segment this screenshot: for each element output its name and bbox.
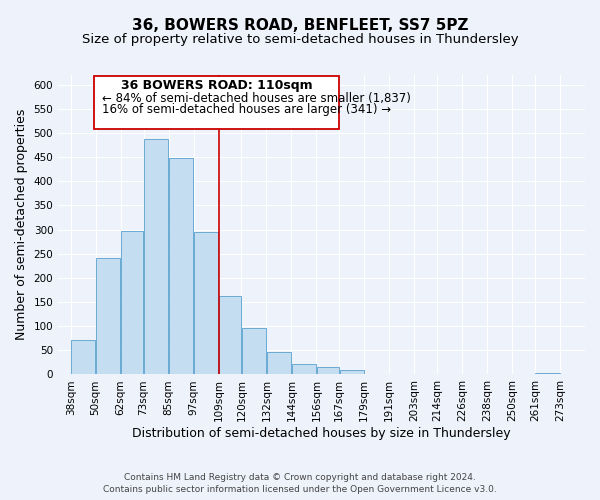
- Bar: [169, 158, 193, 374]
- Y-axis label: Number of semi-detached properties: Number of semi-detached properties: [15, 109, 28, 340]
- Bar: [194, 232, 218, 374]
- Text: Contains public sector information licensed under the Open Government Licence v3: Contains public sector information licen…: [103, 486, 497, 494]
- Bar: [340, 370, 364, 374]
- Text: Contains HM Land Registry data © Crown copyright and database right 2024.: Contains HM Land Registry data © Crown c…: [124, 473, 476, 482]
- Bar: [267, 352, 291, 374]
- Bar: [94, 76, 339, 129]
- Bar: [71, 340, 95, 374]
- Text: 36, BOWERS ROAD, BENFLEET, SS7 5PZ: 36, BOWERS ROAD, BENFLEET, SS7 5PZ: [132, 18, 468, 32]
- Bar: [242, 328, 266, 374]
- Bar: [317, 366, 339, 374]
- Bar: [144, 139, 168, 374]
- X-axis label: Distribution of semi-detached houses by size in Thundersley: Distribution of semi-detached houses by …: [132, 427, 511, 440]
- Text: 16% of semi-detached houses are larger (341) →: 16% of semi-detached houses are larger (…: [102, 104, 391, 117]
- Text: ← 84% of semi-detached houses are smaller (1,837): ← 84% of semi-detached houses are smalle…: [102, 92, 411, 104]
- Bar: [96, 258, 121, 374]
- Text: 36 BOWERS ROAD: 110sqm: 36 BOWERS ROAD: 110sqm: [121, 79, 312, 92]
- Bar: [292, 364, 316, 374]
- Bar: [121, 232, 143, 374]
- Text: Size of property relative to semi-detached houses in Thundersley: Size of property relative to semi-detach…: [82, 32, 518, 46]
- Bar: [219, 296, 241, 374]
